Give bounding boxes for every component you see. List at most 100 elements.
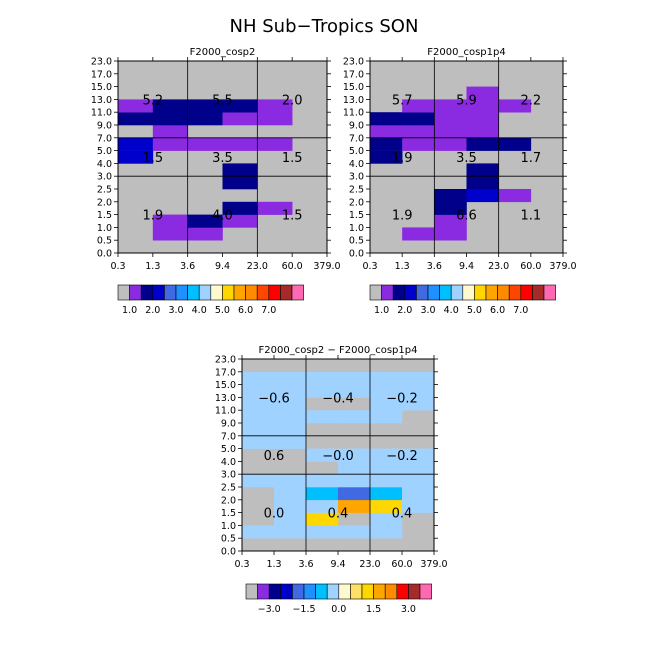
heatmap-cell — [187, 137, 223, 151]
colorbar-label: 1.0 — [374, 305, 389, 316]
colorbar-swatch — [408, 583, 421, 600]
x-tick-label: 0.3 — [234, 559, 249, 570]
heatmap-cell — [466, 125, 499, 139]
heatmap-cell — [274, 512, 307, 526]
heatmap-cell — [187, 214, 223, 228]
region-mean-label: 0.0 — [264, 507, 285, 522]
x-tick-label: 60.0 — [520, 261, 541, 272]
y-tick-label: 4.0 — [349, 159, 364, 170]
heatmap-cell — [274, 423, 307, 437]
y-tick-label: 7.0 — [349, 133, 364, 144]
heatmap-cell — [306, 371, 339, 385]
heatmap-cell — [274, 384, 307, 398]
x-tick-label: 9.4 — [330, 559, 345, 570]
x-tick-label: 3.6 — [427, 261, 442, 272]
x-tick-label: 379.0 — [313, 261, 340, 272]
y-tick-label: 4.0 — [97, 159, 112, 170]
region-mean-label: 1.5 — [282, 209, 303, 224]
region-mean-label: 2.0 — [282, 93, 303, 108]
colorbar-swatch — [361, 583, 374, 600]
colorbar-swatch — [292, 583, 305, 600]
colorbar-label: −1.5 — [292, 604, 315, 615]
heatmap-cell — [434, 125, 467, 139]
heatmap-cell — [402, 227, 435, 241]
heatmap-cell — [118, 137, 154, 151]
heatmap-cell — [222, 163, 258, 177]
colorbar-swatch — [497, 284, 510, 301]
heatmap-cell — [222, 99, 258, 113]
heatmap-cell — [118, 150, 154, 164]
region-mean-label: 1.1 — [520, 209, 541, 224]
y-tick-label: 11.0 — [215, 406, 236, 417]
y-tick-label: 2.5 — [349, 185, 364, 196]
x-tick-label: 1.3 — [266, 559, 281, 570]
heatmap-cell — [242, 371, 275, 385]
heatmap-cell — [402, 499, 435, 513]
heatmap-cell — [242, 423, 275, 437]
colorbar-swatch — [268, 284, 281, 301]
colorbar-label: −3.0 — [258, 604, 281, 615]
heatmap-cell — [466, 176, 499, 190]
x-tick-label: 1.3 — [145, 261, 160, 272]
colorbar-label: 2.0 — [397, 305, 412, 316]
heatmap-cell — [338, 384, 371, 398]
colorbar-swatch — [326, 583, 340, 600]
heatmap-cell — [338, 461, 371, 475]
x-tick-label: 3.6 — [180, 261, 195, 272]
heatmap-cell — [306, 384, 339, 398]
heatmap-cell — [338, 525, 371, 539]
heatmap-cell — [370, 125, 403, 139]
colorbar-swatch — [280, 284, 293, 301]
heatmap-cell — [274, 525, 307, 539]
y-tick-label: 1.0 — [97, 223, 112, 234]
colorbar-swatch — [338, 583, 351, 600]
region-mean-label: 5.9 — [456, 93, 477, 108]
colorbar-swatch — [291, 284, 304, 301]
y-tick-label: 2.0 — [97, 197, 112, 208]
heatmap-cell — [187, 227, 223, 241]
heatmap-cell — [466, 163, 499, 177]
colorbar-swatch — [520, 284, 533, 301]
y-tick-label: 17.0 — [215, 367, 236, 378]
heatmap-cell — [434, 112, 467, 126]
x-tick-label: 9.4 — [215, 261, 230, 272]
heatmap-cell — [498, 137, 532, 151]
heatmap-cell — [370, 461, 403, 475]
colorbar-label: 6.0 — [490, 305, 505, 316]
subplot-title: F2000_cosp1p4 — [427, 47, 505, 58]
heatmap-cell — [370, 512, 403, 526]
y-tick-label: 0.0 — [97, 249, 112, 260]
heatmap-cell — [434, 99, 467, 113]
colorbar-swatch — [384, 583, 398, 600]
colorbar-label: 3.0 — [168, 305, 183, 316]
y-tick-label: 11.0 — [343, 108, 364, 119]
y-tick-label: 17.0 — [343, 69, 364, 80]
heatmap-cell — [274, 499, 307, 513]
heatmap-cell — [402, 371, 435, 385]
x-tick-label: 60.0 — [282, 261, 303, 272]
region-mean-label: −0.2 — [386, 391, 418, 406]
colorbar-label: 1.5 — [366, 604, 381, 615]
y-tick-label: 7.0 — [97, 133, 112, 144]
heatmap-cell — [434, 227, 467, 241]
heatmap-cell — [222, 112, 258, 126]
y-tick-label: 13.0 — [91, 95, 112, 106]
heatmap-cell — [222, 214, 258, 228]
y-tick-label: 5.0 — [349, 146, 364, 157]
x-tick-label: 379.0 — [420, 559, 447, 570]
colorbar-swatch — [245, 284, 258, 301]
y-tick-label: 3.0 — [221, 470, 236, 481]
region-mean-label: 1.9 — [392, 209, 413, 224]
colorbar-label: 0.0 — [331, 604, 346, 615]
y-tick-label: 0.0 — [349, 249, 364, 260]
colorbar-swatch — [396, 583, 409, 600]
heatmap-cell — [338, 499, 371, 513]
heatmap-cell — [118, 99, 154, 113]
x-tick-label: 3.6 — [298, 559, 313, 570]
region-mean-label: 3.5 — [212, 151, 233, 166]
heatmap-cell — [370, 410, 403, 424]
heatmap-cell — [434, 189, 467, 203]
y-tick-label: 2.5 — [221, 483, 236, 494]
colorbar-swatch — [543, 284, 556, 301]
